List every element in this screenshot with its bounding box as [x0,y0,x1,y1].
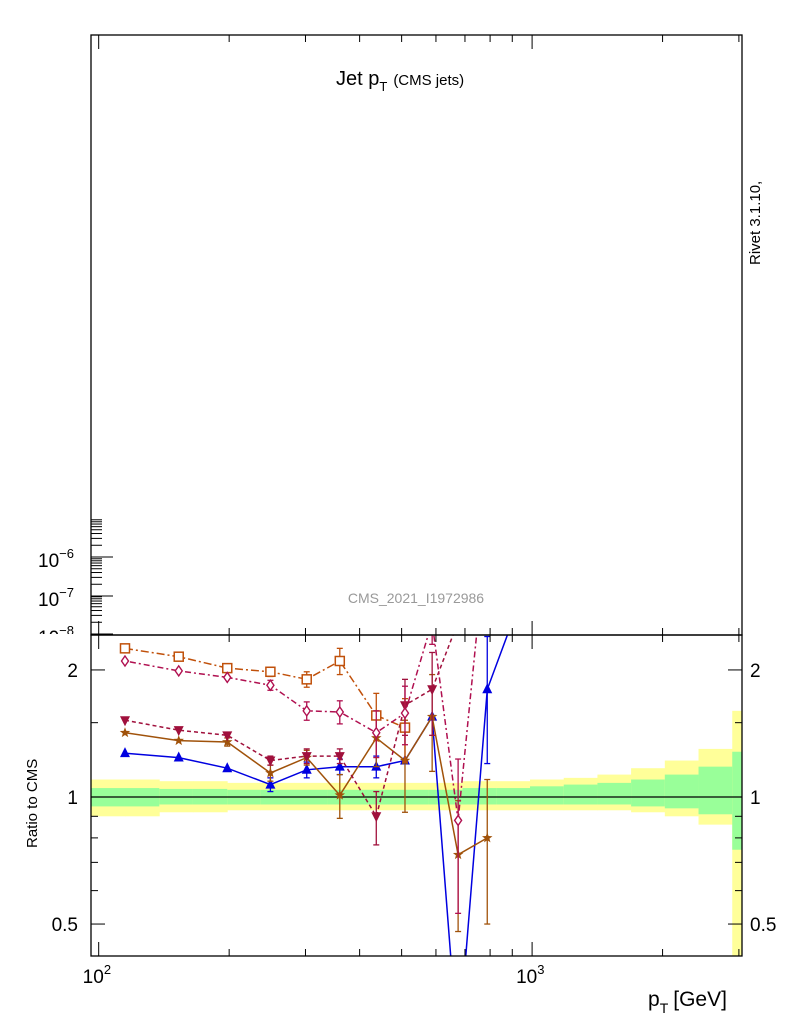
data-point [371,726,381,739]
data-point [222,671,232,684]
data-point [119,643,131,654]
watermark-label: CMS_2021_I1972986 [348,590,484,606]
data-point [265,756,276,767]
ratio-y-tick-label: 1 [67,788,78,809]
band-inner-bin [462,788,497,805]
main-plot-frame [90,34,743,636]
series-3 [119,643,411,763]
series-line [124,647,406,729]
chart-title: Jet pT (CMS jets) [336,68,464,94]
main-y-tick-label-1e-6: 10−6 [38,546,74,572]
data-point [334,752,345,763]
series-line [124,635,509,956]
band-inner-bin [496,788,531,805]
data-point [266,679,275,692]
ratio-y-tick-label-right: 1 [750,788,761,809]
band-inner-bin [563,784,598,805]
band-inner-bin [698,766,733,815]
rivet-version-label: Rivet 3.1.10, [747,181,764,265]
main-y-tick-label-1e-7: 10−7 [38,585,74,611]
band-inner-bin [664,774,699,809]
band-inner-bin [597,782,632,805]
ratio-y-tick-label-right: 2 [750,661,761,682]
uncertainty-band [91,710,742,956]
data-point [301,763,312,774]
data-point [173,735,184,746]
series-4 [120,635,478,915]
data-point [371,812,382,823]
ratio-y-axis-label: Ratio to CMS [24,759,41,848]
series-line [124,635,454,819]
chart-title-sub: T [379,79,387,94]
data-point [174,664,184,678]
data-point [302,704,312,718]
data-point [335,705,345,719]
data-point [482,683,493,694]
ratio-panel: 2 2 1 1 0.5 0.5 102 103 Ratio to CMS pT [GeV] [24,634,777,1016]
main-panel: Jet pT (CMS jets) CMS_2021_I1972986 Rivet… [38,34,764,649]
data-point [222,762,233,773]
ratio-y-tick-label-right: 0.5 [750,915,776,936]
chart-title-main: Jet p [336,68,379,90]
x-axis-label: pT [GeV] [648,988,727,1016]
data-point [119,747,130,758]
main-x-ticks [98,35,740,635]
data-point [222,736,233,747]
data-point [334,760,345,771]
data-point [453,814,463,827]
data-point [400,706,410,720]
data-point [222,731,233,742]
ratio-ticks [91,635,742,956]
series-0 [119,635,509,956]
ratio-series [119,635,509,956]
band-inner-bin [631,779,666,807]
data-point [265,666,276,678]
main-y-ticks [91,519,113,635]
data-point [119,727,131,738]
chart-title-tail: (CMS jets) [393,72,464,89]
x-tick-label: 102 [83,962,111,988]
data-point [334,655,346,667]
data-point [334,789,346,800]
main-y-tick-label-1e-8: 10−8 [38,623,74,649]
data-point [173,751,184,762]
ratio-tick-labels: 2 2 1 1 0.5 0.5 102 103 [52,661,777,988]
band-inner-bin [530,786,565,805]
ratio-y-tick-label: 0.5 [52,915,78,936]
data-point [265,767,276,778]
data-point [301,752,312,763]
data-point [265,778,276,789]
band-inner-bin [732,751,742,850]
data-point [482,832,493,843]
ratio-y-tick-label: 2 [67,661,78,682]
data-point [119,716,130,727]
x-tick-label: 103 [516,962,544,988]
data-point [120,654,130,668]
data-point [173,651,184,662]
data-point [173,726,184,737]
data-point [301,674,312,685]
data-point [427,685,438,696]
ratio-plot-frame [90,634,743,957]
